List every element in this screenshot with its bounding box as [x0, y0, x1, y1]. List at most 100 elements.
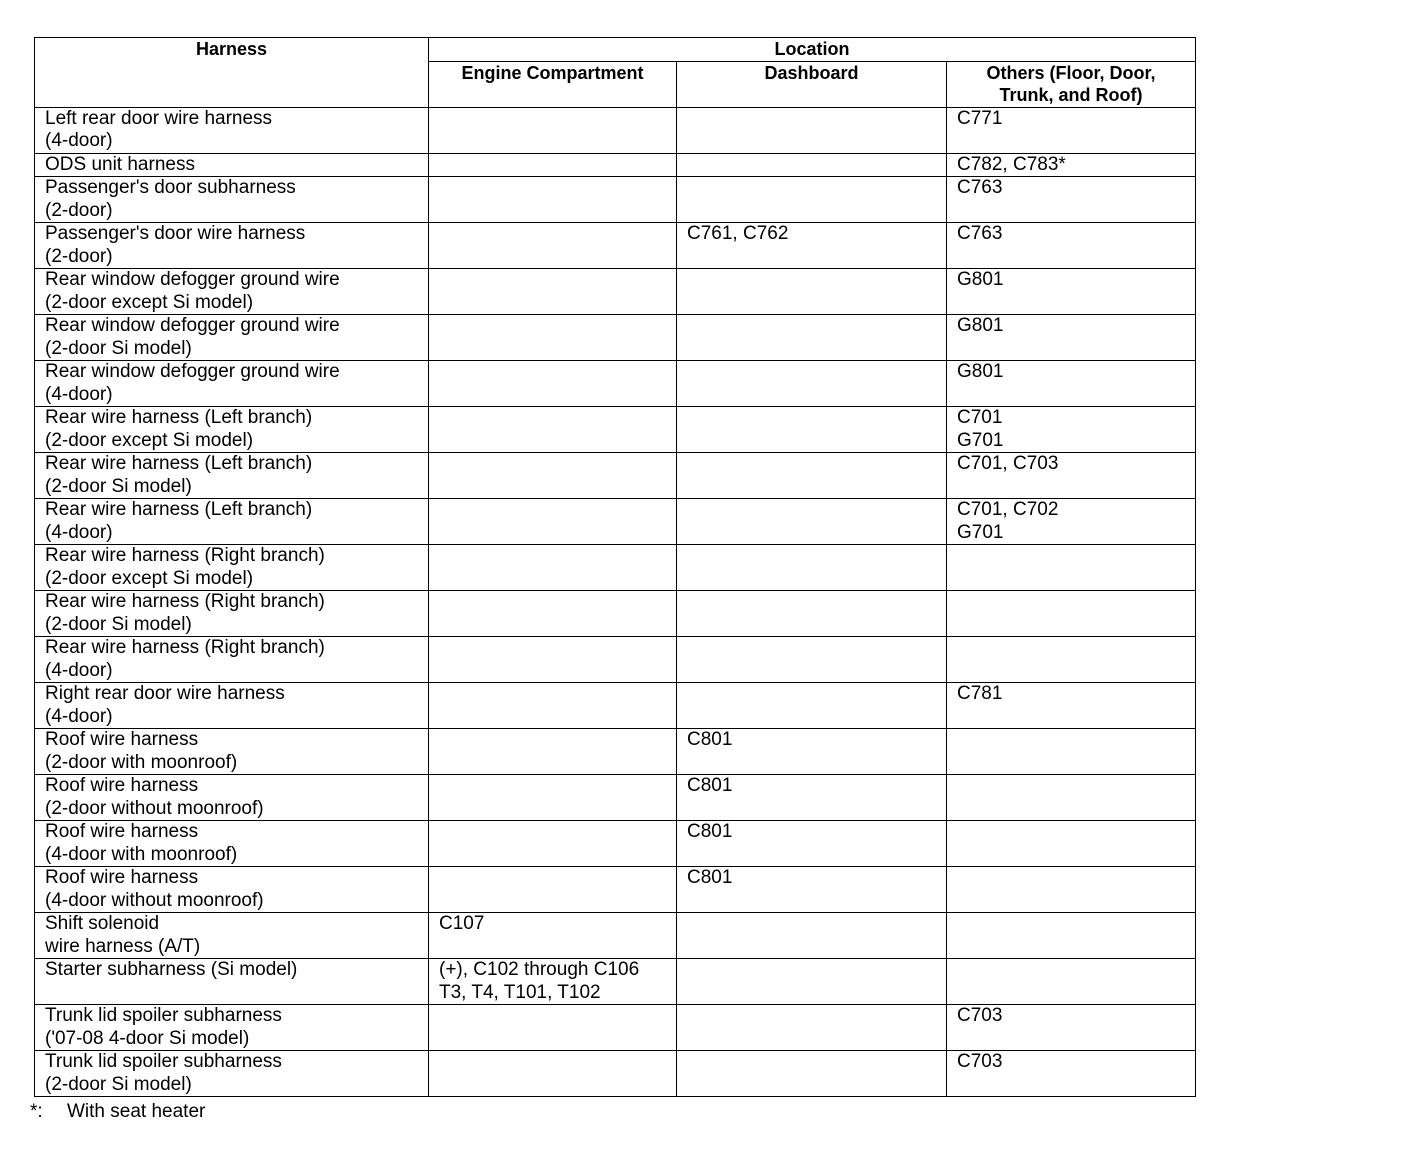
cell-harness-line: Rear wire harness (Left branch) [45, 453, 313, 474]
table-row: Roof wire harness (4-door without moonroo… [34, 866, 1196, 913]
cell-dashboard: C801 [676, 728, 947, 775]
table-row: ODS unit harness C782, C783* [34, 152, 1196, 177]
cell-others: C771 [946, 106, 1196, 154]
cell-dashboard [676, 958, 947, 1005]
cell-dashboard [676, 106, 947, 154]
header-others: Others (Floor, Door, Trunk, and Roof) [946, 60, 1196, 108]
cell-engine: C107 [428, 912, 677, 959]
table-row: Starter subharness (Si model) (+), C102 t… [34, 958, 1196, 1005]
cell-harness-line: Trunk lid spoiler subharness [45, 1005, 282, 1026]
cell-others: C781 [946, 682, 1196, 729]
cell-dashboard-line: C801 [687, 775, 733, 796]
cell-harness-line: (4-door) [45, 521, 113, 543]
table-row: Roof wire harness (4-door with moonroof) C… [34, 820, 1196, 867]
cell-harness: Rear wire harness (Left branch) (2-door S… [34, 452, 429, 499]
cell-harness-line: (2-door with moonroof) [45, 751, 238, 773]
table-row: Rear wire harness (Left branch) (2-door e… [34, 406, 1196, 453]
cell-harness-line: (4-door without moonroof) [45, 889, 264, 911]
table-row: Rear window defogger ground wire (2-door … [34, 314, 1196, 361]
cell-engine [428, 268, 677, 315]
cell-harness: Rear window defogger ground wire (2-door … [34, 268, 429, 315]
cell-dashboard [676, 314, 947, 361]
cell-engine [428, 498, 677, 545]
cell-others-line: C771 [957, 107, 1003, 129]
cell-engine [428, 222, 677, 269]
cell-others [946, 958, 1196, 1005]
cell-harness: Roof wire harness (4-door with moonroof) [34, 820, 429, 867]
cell-others-line: C703 [957, 1051, 1003, 1072]
cell-dashboard [676, 152, 947, 177]
cell-harness-line: (4-door) [45, 659, 113, 681]
cell-dashboard [676, 452, 947, 499]
cell-harness-line: Shift solenoid [45, 913, 160, 934]
cell-harness-line: Rear wire harness (Left branch) [45, 407, 313, 428]
cell-others-line: C701, C703 [957, 453, 1059, 474]
table-row: Rear wire harness (Right branch) (2-door … [34, 544, 1196, 591]
cell-dashboard-line: C801 [687, 729, 733, 750]
footnote-marker: *: [30, 1101, 43, 1122]
cell-harness-line: wire harness (A/T) [45, 935, 201, 957]
cell-harness-line: Rear window defogger ground wire [45, 361, 340, 382]
cell-harness-line: (2-door Si model) [45, 337, 192, 359]
cell-engine [428, 544, 677, 591]
table-row: Rear wire harness (Left branch) (4-door) C… [34, 498, 1196, 545]
cell-harness: Starter subharness (Si model) [34, 958, 429, 1005]
cell-others-line: G801 [957, 315, 1004, 336]
header-location: Location [428, 37, 1196, 62]
cell-others-line: C703 [957, 1005, 1003, 1026]
cell-harness: Shift solenoid wire harness (A/T) [34, 912, 429, 959]
header-dashboard: Dashboard [676, 60, 947, 108]
cell-harness-line: Roof wire harness [45, 867, 199, 888]
table-row: Rear wire harness (Right branch) (4-door) [34, 636, 1196, 683]
cell-harness-line: (4-door) [45, 705, 113, 727]
cell-others-line: C782, C783* [957, 153, 1066, 175]
cell-others [946, 774, 1196, 821]
cell-harness: Rear wire harness (Left branch) (2-door e… [34, 406, 429, 453]
cell-harness-line: (2-door except Si model) [45, 291, 254, 313]
cell-harness-line: (2-door except Si model) [45, 567, 254, 589]
cell-others: C763 [946, 222, 1196, 269]
table-row: Shift solenoid wire harness (A/T) C107 [34, 912, 1196, 959]
cell-harness-line: (2-door without moonroof) [45, 797, 264, 819]
cell-harness-line: Rear wire harness (Right branch) [45, 637, 325, 658]
cell-others: C701, C703 [946, 452, 1196, 499]
cell-engine [428, 1004, 677, 1051]
cell-others-line: G801 [957, 269, 1004, 290]
cell-dashboard: C801 [676, 774, 947, 821]
cell-harness: Rear window defogger ground wire (4-door) [34, 360, 429, 407]
cell-dashboard: C801 [676, 866, 947, 913]
cell-others: C703 [946, 1050, 1196, 1097]
cell-harness: Passenger's door wire harness (2-door) [34, 222, 429, 269]
cell-engine: (+), C102 through C106 T3, T4, T101, T102 [428, 958, 677, 1005]
cell-dashboard [676, 590, 947, 637]
cell-dashboard: C761, C762 [676, 222, 947, 269]
table-body: Left rear door wire harness (4-door) C771 O… [34, 106, 1196, 1097]
table-row: Roof wire harness (2-door without moonroo… [34, 774, 1196, 821]
cell-others [946, 636, 1196, 683]
table-row: Left rear door wire harness (4-door) C771 [34, 106, 1196, 154]
cell-harness-line: Left rear door wire harness [45, 107, 273, 129]
cell-harness-line: Passenger's door wire harness [45, 223, 306, 244]
cell-dashboard [676, 544, 947, 591]
cell-harness: ODS unit harness [34, 152, 429, 177]
cell-harness: Rear wire harness (Right branch) (4-door) [34, 636, 429, 683]
cell-engine [428, 360, 677, 407]
footnote: *: With seat heater [30, 1100, 1195, 1123]
cell-engine-line: T3, T4, T101, T102 [439, 981, 601, 1003]
cell-harness-line: (2-door Si model) [45, 1073, 192, 1095]
cell-others [946, 544, 1196, 591]
cell-others [946, 866, 1196, 913]
cell-harness-line: Rear window defogger ground wire [45, 315, 340, 336]
table-row: Rear window defogger ground wire (2-door … [34, 268, 1196, 315]
cell-harness-line: ODS unit harness [45, 153, 195, 175]
cell-dashboard [676, 498, 947, 545]
cell-engine [428, 866, 677, 913]
cell-harness-line: Roof wire harness [45, 775, 199, 796]
table-row: Trunk lid spoiler subharness (2-door Si m… [34, 1050, 1196, 1097]
cell-harness-line: Rear window defogger ground wire [45, 269, 340, 290]
cell-engine [428, 106, 677, 154]
cell-dashboard [676, 406, 947, 453]
cell-engine [428, 406, 677, 453]
cell-others: C701 G701 [946, 406, 1196, 453]
cell-others: C701, C702 G701 [946, 498, 1196, 545]
